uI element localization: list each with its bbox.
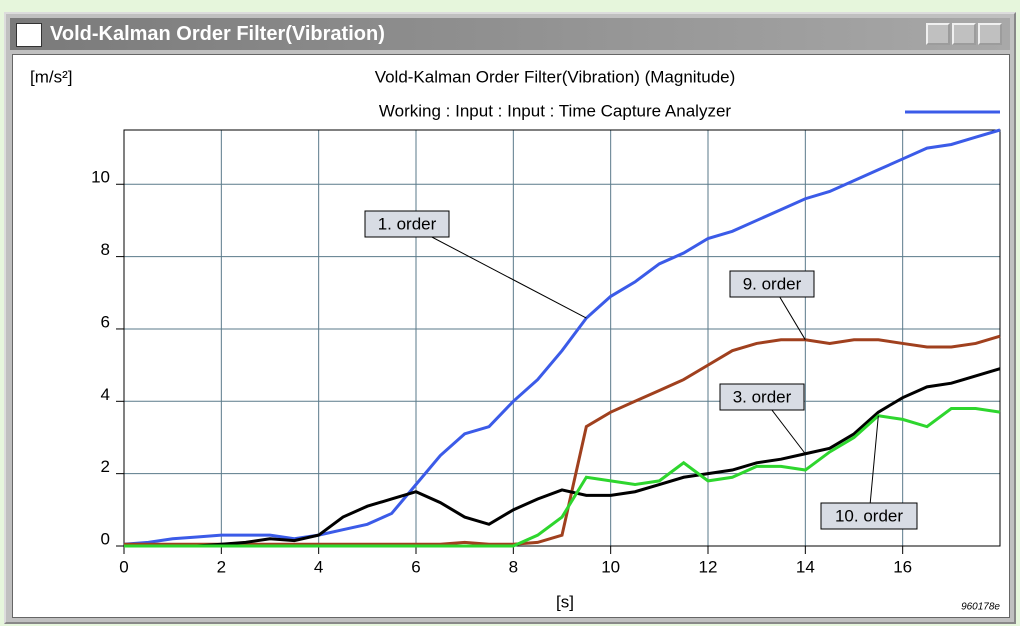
close-button[interactable] xyxy=(978,23,1002,45)
series-line xyxy=(124,367,1001,548)
x-tick-label: 8 xyxy=(509,557,518,576)
y-axis-label: [m/s²] xyxy=(30,67,73,86)
callout-box xyxy=(719,383,805,411)
callout-label: 10. order xyxy=(835,506,903,525)
x-tick-label: 16 xyxy=(893,557,912,576)
plot-border xyxy=(123,129,1001,547)
series-line xyxy=(124,334,1001,546)
callout-box xyxy=(364,210,450,238)
x-tick-label: 0 xyxy=(119,557,128,576)
x-tick-label: 14 xyxy=(796,557,815,576)
app-icon xyxy=(16,23,42,47)
callout-label: 3. order xyxy=(733,387,792,406)
x-tick-label: 4 xyxy=(314,557,323,576)
series-line xyxy=(124,407,1001,548)
chart-subtitle: Working : Input : Input : Time Capture A… xyxy=(379,101,731,120)
callout-box xyxy=(820,502,918,530)
y-tick-label: 8 xyxy=(101,240,110,259)
series-line xyxy=(123,128,1001,546)
maximize-button[interactable] xyxy=(952,23,976,45)
x-tick-label: 12 xyxy=(699,557,718,576)
callout-label: 9. order xyxy=(743,274,802,293)
footnote: 960178e xyxy=(961,602,1000,613)
x-tick-label: 6 xyxy=(411,557,420,576)
callout-leader xyxy=(868,415,879,517)
x-axis-label: [s] xyxy=(556,592,574,611)
window-title: Vold-Kalman Order Filter(Vibration) xyxy=(50,23,385,45)
x-tick-label: 2 xyxy=(217,557,226,576)
y-tick-label: 10 xyxy=(91,168,110,187)
chart-title: Vold-Kalman Order Filter(Vibration) (Mag… xyxy=(375,67,736,86)
y-tick-label: 0 xyxy=(101,529,110,548)
y-tick-label: 2 xyxy=(101,457,110,476)
x-tick-label: 10 xyxy=(601,557,620,576)
y-tick-label: 4 xyxy=(101,385,110,404)
callout-label: 1. order xyxy=(378,214,437,233)
minimize-button[interactable] xyxy=(926,23,950,45)
title-bar: Vold-Kalman Order Filter(Vibration) xyxy=(10,18,1010,50)
y-tick-label: 6 xyxy=(101,312,110,331)
window: Vold-Kalman Order Filter(Vibration) xyxy=(4,12,1016,624)
callout-box xyxy=(729,270,815,298)
callout-leader xyxy=(406,223,587,319)
